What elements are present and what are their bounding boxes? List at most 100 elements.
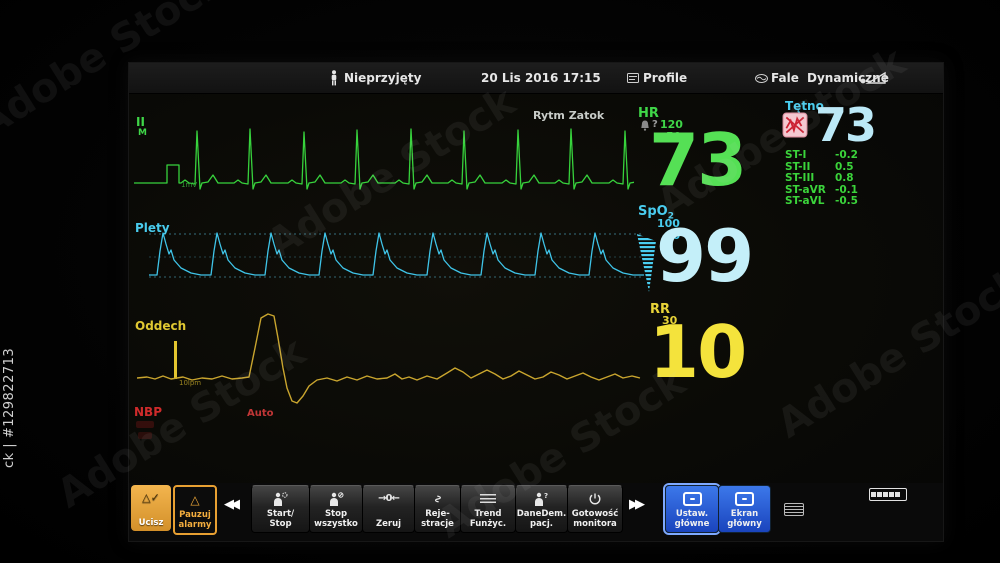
- tetno-label: Tętno: [785, 99, 824, 113]
- button-label: główny: [727, 518, 762, 529]
- button-label: pacj.: [529, 518, 553, 529]
- button-label: Zeruj: [375, 518, 402, 529]
- button-label: Gotowość: [571, 508, 619, 519]
- rhythm-label: Rytm Zatok: [533, 109, 605, 122]
- scroll-right-button[interactable]: ▶▶: [629, 497, 645, 512]
- st-value: 0.5: [835, 160, 854, 173]
- nbp-faint-readout: [136, 421, 154, 428]
- recordings-button[interactable]: ∿ Reje-stracje: [414, 485, 461, 533]
- button-label: DaneDem.: [516, 508, 567, 519]
- st-row: ST-II 0.5: [785, 161, 854, 173]
- resp-scale-bar: [174, 341, 177, 379]
- stop-all-button[interactable]: Stop wszystko: [309, 485, 363, 533]
- button-label: monitora: [573, 518, 617, 529]
- datetime[interactable]: 20 Lis 2016 17:15: [481, 71, 601, 85]
- zero-arrows-icon: →0←: [378, 493, 400, 504]
- zero-button[interactable]: →0← Zeruj: [362, 485, 415, 533]
- trend-button[interactable]: Trend Funżyc.: [460, 485, 516, 533]
- start-stop-button[interactable]: Start/Stop: [251, 485, 310, 533]
- monitor-topbar: Nieprzyjęty 20 Lis 2016 17:15 Profile Fa…: [129, 63, 943, 94]
- button-label: alarmy: [178, 519, 212, 530]
- hr-value: 73: [649, 118, 747, 202]
- keyboard-icon[interactable]: [784, 503, 804, 516]
- button-label: Ucisz: [138, 517, 164, 528]
- battery-indicator: [869, 488, 907, 501]
- st-row: ST-III 0.8: [785, 172, 854, 184]
- patient-icon: [331, 70, 337, 86]
- st-value: -0.1: [835, 183, 858, 196]
- button-label: Trend: [474, 508, 502, 519]
- st-label: ST-aVL: [785, 195, 825, 207]
- button-label: Reje-: [425, 508, 450, 519]
- main-setup-button[interactable]: Ustaw. główne: [665, 485, 719, 533]
- patient-status[interactable]: Nieprzyjęty: [344, 71, 422, 85]
- rr-value: 10: [649, 310, 747, 394]
- dynamic-waves-icon: [755, 74, 768, 83]
- ecg-waveform: [134, 128, 634, 190]
- rr-label: RR: [650, 302, 671, 317]
- st-row: ST-aVR -0.1: [785, 184, 858, 196]
- standby-button[interactable]: Gotowość monitora: [567, 485, 623, 533]
- main-screen-button[interactable]: Ekran główny: [718, 485, 771, 533]
- alarm-check-icon: △✓: [142, 491, 160, 505]
- patient-monitor-screen: Nieprzyjęty 20 Lis 2016 17:15 Profile Fa…: [128, 62, 944, 542]
- alarm-bell-icon: [641, 120, 649, 131]
- st-label: ST-III: [785, 172, 815, 184]
- alarm-triangle-icon: △: [190, 492, 200, 507]
- scroll-left-button[interactable]: ◀◀: [224, 497, 240, 512]
- rr-limit-low: 8: [670, 326, 678, 339]
- pleth-waveform: [149, 232, 644, 278]
- button-label: Funżyc.: [469, 518, 507, 529]
- st-value: -0.5: [835, 195, 858, 207]
- waves-menu[interactable]: Fale Dynamiczne: [771, 71, 889, 85]
- pause-alarms-button[interactable]: △ Pauzuj alarmy: [173, 485, 217, 535]
- button-label: Ustaw.: [675, 508, 709, 519]
- pleth-label[interactable]: Plety: [135, 221, 170, 235]
- button-label: główne: [674, 518, 710, 529]
- button-label: wszystko: [314, 518, 358, 529]
- resp-waveform: [137, 313, 641, 404]
- ecg-cal-label: 1mV: [181, 181, 198, 189]
- st-value: -0.2: [835, 149, 858, 161]
- screen-icon: [666, 489, 718, 509]
- patient-stop-icon: [310, 489, 362, 509]
- resp-scale-label: 10lpm: [179, 379, 202, 387]
- button-label: Stop: [324, 508, 348, 519]
- st-label: ST-I: [785, 149, 807, 161]
- patient-start-icon: [252, 489, 309, 509]
- st-label: ST-aVR: [785, 183, 826, 196]
- nbp-faint-readout: [138, 432, 152, 439]
- silence-button[interactable]: △✓ Ucisz: [131, 485, 171, 531]
- button-label: Start/: [266, 508, 295, 519]
- button-label: stracje: [421, 518, 454, 529]
- button-label: Ekran: [730, 508, 759, 519]
- spo2-limit-high: 100: [657, 217, 680, 230]
- profile-menu[interactable]: Profile: [643, 71, 688, 85]
- button-label: Pauzuj: [179, 509, 211, 520]
- softkey-toolbar: △✓ Ucisz △ Pauzuj alarmy ◀◀ Start/Stop St…: [129, 483, 943, 541]
- hr-limit-low: 50: [666, 130, 682, 143]
- st-row: ST-aVL -0.5: [785, 195, 858, 207]
- hr-alarm-query: ?: [652, 119, 658, 130]
- resp-label[interactable]: Oddech: [135, 319, 187, 333]
- patient-data-button[interactable]: ? DaneDem. pacj.: [515, 485, 568, 533]
- st-value: 0.8: [835, 172, 854, 184]
- hr-limit-high: 120: [660, 118, 683, 131]
- rr-limit-high: 30: [662, 314, 678, 327]
- spo2-label-main: SpO: [638, 204, 668, 219]
- spo2-value: 99: [656, 214, 754, 298]
- alarm-off-icon: [782, 112, 808, 138]
- watermark-photo-id: ck | #129822713: [2, 347, 17, 468]
- patient-question-icon: ?: [516, 489, 567, 509]
- power-icon: [568, 489, 622, 509]
- volume-icon[interactable]: [859, 71, 887, 85]
- ecg-lead-label[interactable]: II: [136, 115, 145, 129]
- st-row: ST-I -0.2: [785, 149, 858, 161]
- hr-label: HR: [638, 106, 659, 121]
- nbp-label: NBP: [134, 405, 162, 419]
- screen-icon: [719, 489, 770, 509]
- profile-icon: [627, 73, 639, 83]
- tetno-value: 73: [815, 98, 877, 152]
- trend-lines-icon: [461, 489, 515, 509]
